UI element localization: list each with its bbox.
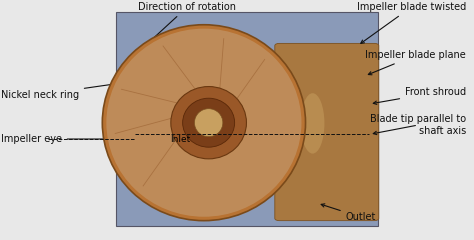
- Text: Outlet: Outlet: [321, 204, 376, 222]
- Ellipse shape: [194, 109, 223, 137]
- Ellipse shape: [102, 25, 306, 221]
- Text: Nickel neck ring: Nickel neck ring: [0, 82, 117, 100]
- Text: Front shroud: Front shroud: [374, 87, 466, 104]
- Text: Impeller blade twisted: Impeller blade twisted: [357, 2, 466, 43]
- Ellipse shape: [106, 29, 301, 217]
- FancyBboxPatch shape: [275, 43, 379, 221]
- Text: Impeller eye: Impeller eye: [0, 134, 131, 144]
- Text: Impeller blade plane: Impeller blade plane: [365, 50, 466, 75]
- Ellipse shape: [171, 87, 246, 159]
- Text: Inlet: Inlet: [170, 134, 191, 144]
- Ellipse shape: [182, 98, 235, 147]
- Ellipse shape: [301, 93, 324, 154]
- Text: Direction of rotation: Direction of rotation: [138, 2, 237, 48]
- Text: Blade tip parallel to
shaft axis: Blade tip parallel to shaft axis: [370, 114, 466, 136]
- Bar: [116, 12, 378, 227]
